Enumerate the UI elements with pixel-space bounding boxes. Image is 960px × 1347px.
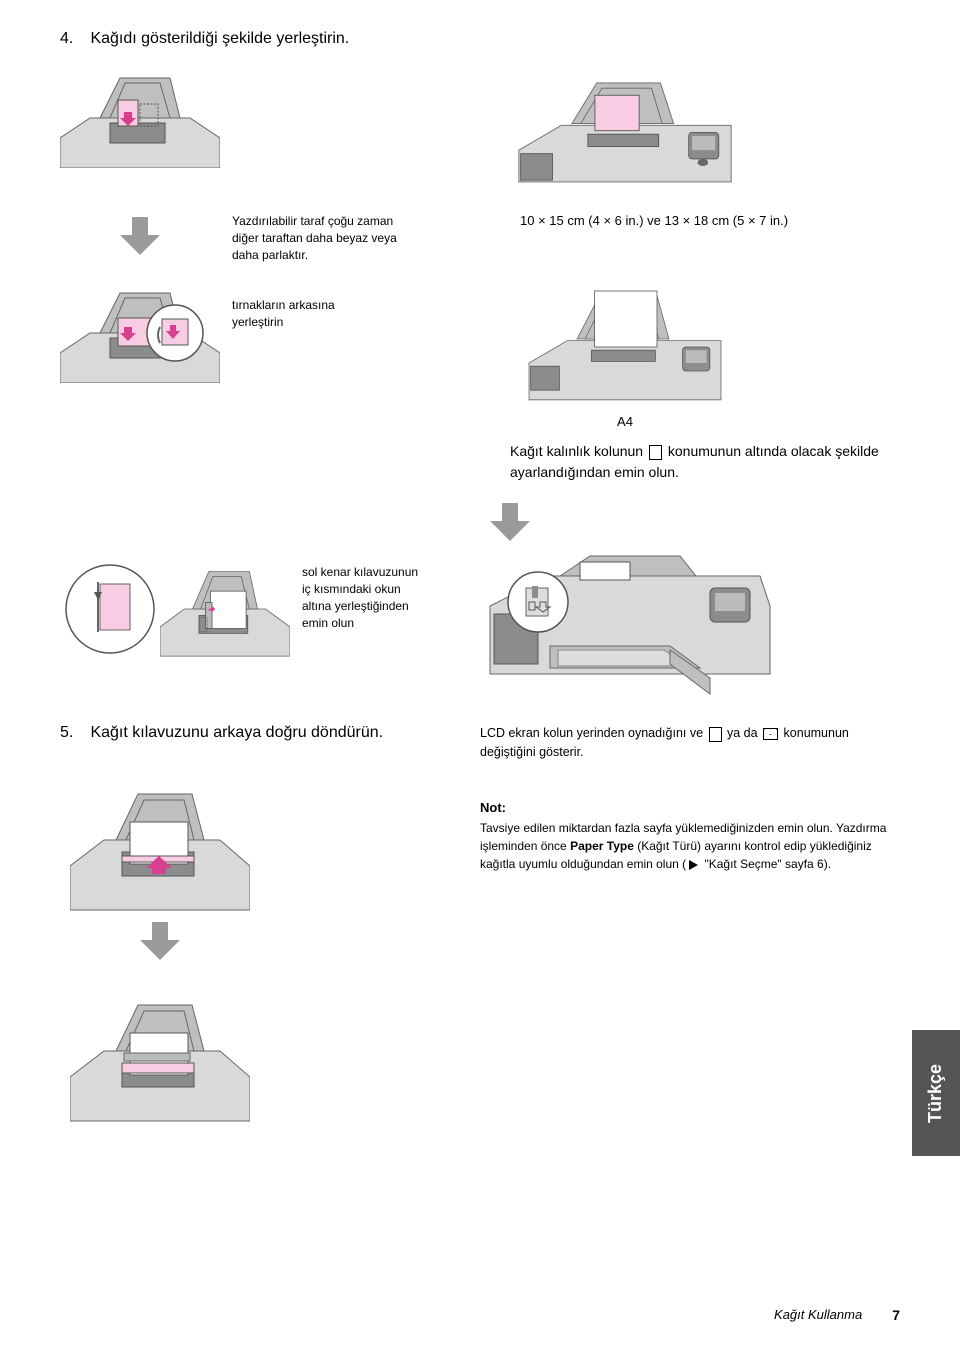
- arrow-down-icon: [490, 503, 530, 541]
- paper-icon: [649, 445, 662, 460]
- row-4: Not: Tavsiye edilen miktardan fazla sayf…: [60, 782, 900, 965]
- a4-label: A4: [510, 414, 740, 429]
- thickness-lever-text: Kağıt kalınlık kolunun konumunun altında…: [510, 441, 900, 483]
- note-title: Not:: [480, 800, 900, 815]
- printer-final: [70, 993, 250, 1123]
- step-5-header: 5. Kağıt kılavuzunu arkaya doğru döndürü…: [60, 724, 383, 742]
- size-label: 10 × 15 cm (4 × 6 in.) ve 13 × 18 cm (5 …: [520, 213, 900, 228]
- language-label: Türkçe: [926, 1063, 947, 1122]
- page-number: 7: [892, 1307, 900, 1323]
- caption-printable-side: Yazdırılabilir taraf çoğu zaman diğer ta…: [232, 213, 402, 263]
- row-2: tırnakların arkasına yerleştirin A4 Kağı…: [60, 283, 900, 483]
- row-1: [60, 68, 900, 193]
- page-footer: Kağıt Kullanma 7: [60, 1307, 900, 1323]
- row-1b: Yazdırılabilir taraf çoğu zaman diğer ta…: [60, 213, 900, 263]
- note-body: Tavsiye edilen miktardan fazla sayfa yük…: [480, 819, 900, 873]
- printer-paper-load-large-1: [510, 68, 740, 188]
- printer-paper-load-small-2: [60, 283, 220, 383]
- step-5-number: 5.: [60, 724, 86, 742]
- printer-output-tray: [480, 554, 780, 699]
- zoom-left-guide: [60, 554, 160, 664]
- step-4-title: Kağıdı gösterildiği şekilde yerleştirin.: [90, 30, 349, 47]
- step-5-title: Kağıt kılavuzunu arkaya doğru döndürün.: [90, 724, 383, 741]
- arrow-down-icon: [140, 922, 180, 960]
- paper-icon: [709, 727, 722, 742]
- printer-paper-load-large-2: [510, 283, 740, 403]
- language-tab: Türkçe: [912, 1030, 960, 1156]
- row-step5: 5. Kağıt kılavuzunu arkaya doğru döndürü…: [60, 724, 900, 762]
- step-4-number: 4.: [60, 30, 86, 48]
- caption-left-guide: sol kenar kılavuzunun iç kısmındaki okun…: [302, 564, 422, 631]
- arrow-right-icon: [689, 860, 698, 870]
- arrow-wrap-2: [120, 503, 900, 546]
- printer-paper-load-small-1: [60, 68, 220, 168]
- printer-guide-flip: [70, 782, 250, 912]
- row-3: sol kenar kılavuzunun iç kısmındaki okun…: [60, 554, 900, 704]
- step-4-header: 4. Kağıdı gösterildiği şekilde yerleştir…: [60, 30, 900, 48]
- printer-paper-load-small-3: [160, 554, 290, 664]
- footer-section: Kağıt Kullanma: [774, 1307, 862, 1323]
- note-box: Not: Tavsiye edilen miktardan fazla sayf…: [480, 800, 900, 873]
- envelope-icon: [763, 728, 778, 740]
- arrow-down-icon: [120, 217, 160, 255]
- caption-behind-tabs: tırnakların arkasına yerleştirin: [232, 297, 352, 331]
- lcd-text: LCD ekran kolun yerinden oynadığını ve y…: [480, 724, 900, 762]
- bottom-printer-wrap: [70, 993, 900, 1128]
